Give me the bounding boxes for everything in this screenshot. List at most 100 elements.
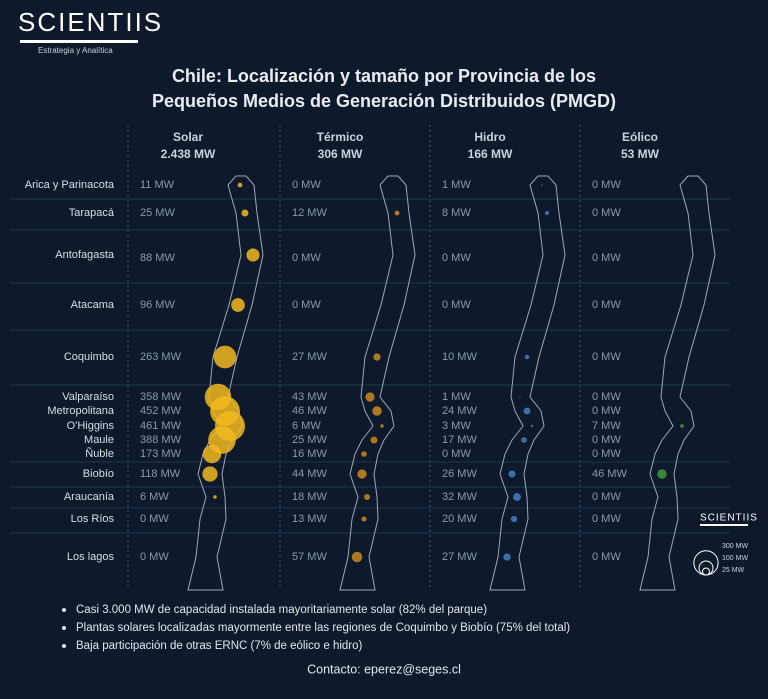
value-label: 27 MW xyxy=(292,351,327,363)
bubble xyxy=(380,424,384,428)
value-label: 6 MW xyxy=(292,420,321,432)
value-label: 0 MW xyxy=(442,252,471,264)
bubble xyxy=(657,469,667,479)
bubble xyxy=(519,396,521,398)
value-label: 0 MW xyxy=(592,391,621,403)
legend-bubble xyxy=(702,567,710,576)
bubble xyxy=(231,298,245,312)
value-label: 46 MW xyxy=(592,468,627,480)
value-label: 10 MW xyxy=(442,351,477,363)
bubble xyxy=(510,515,518,523)
value-label: 26 MW xyxy=(442,468,477,480)
value-label: 44 MW xyxy=(292,468,327,480)
bullet-text: Plantas solares localizadas mayormente e… xyxy=(76,622,570,634)
value-label: 263 MW xyxy=(140,351,182,363)
value-label: 8 MW xyxy=(442,207,471,219)
legend-label: 100 MW xyxy=(722,555,748,562)
region-label: Los lagos xyxy=(67,551,115,563)
bubble xyxy=(508,470,516,478)
bubble xyxy=(541,184,543,186)
value-label: 0 MW xyxy=(592,252,621,264)
map-outline xyxy=(639,175,716,591)
bubble xyxy=(364,494,370,500)
column-total: 306 MW xyxy=(318,147,363,161)
bubble xyxy=(237,182,243,188)
value-label: 7 MW xyxy=(592,420,621,432)
bubble xyxy=(357,469,367,479)
region-label: Araucanía xyxy=(64,491,115,503)
value-label: 3 MW xyxy=(442,420,471,432)
logo-bar xyxy=(700,524,748,526)
region-label: Antofagasta xyxy=(55,249,115,261)
value-label: 0 MW xyxy=(592,207,621,219)
value-label: 25 MW xyxy=(292,434,327,446)
value-label: 6 MW xyxy=(140,491,169,503)
logo-bar xyxy=(20,40,138,43)
value-label: 0 MW xyxy=(442,448,471,460)
value-label: 0 MW xyxy=(292,252,321,264)
bullet-dot xyxy=(62,644,66,648)
column-total: 166 MW xyxy=(468,147,513,161)
value-label: 46 MW xyxy=(292,405,327,417)
logo-tagline: Estrategia y Analítica xyxy=(38,46,113,55)
bubble xyxy=(361,516,367,522)
bubble xyxy=(241,209,249,217)
region-label: Arica y Parinacota xyxy=(25,179,115,191)
value-label: 20 MW xyxy=(442,513,477,525)
bubble xyxy=(213,495,217,499)
value-label: 0 MW xyxy=(592,448,621,460)
bubble xyxy=(523,407,531,415)
region-label: Metropolitana xyxy=(47,405,115,417)
column-total: 2.438 MW xyxy=(161,147,216,161)
bubble xyxy=(351,551,363,563)
region-label: Valparaíso xyxy=(62,391,114,403)
region-label: Los Ríos xyxy=(71,513,115,525)
value-label: 12 MW xyxy=(292,207,327,219)
region-label: Maule xyxy=(84,434,114,446)
value-label: 32 MW xyxy=(442,491,477,503)
bullet-dot xyxy=(62,626,66,630)
value-label: 27 MW xyxy=(442,551,477,563)
value-label: 452 MW xyxy=(140,405,182,417)
value-label: 13 MW xyxy=(292,513,327,525)
bullet-text: Casi 3.000 MW de capacidad instalada may… xyxy=(76,604,487,616)
column-total: 53 MW xyxy=(621,147,660,161)
value-label: 24 MW xyxy=(442,405,477,417)
value-label: 0 MW xyxy=(592,179,621,191)
region-label: O'Higgins xyxy=(67,420,115,432)
value-label: 11 MW xyxy=(140,179,175,191)
value-label: 0 MW xyxy=(292,179,321,191)
bubble xyxy=(530,424,534,428)
region-label: Coquimbo xyxy=(64,351,114,363)
region-label: Atacama xyxy=(71,299,115,311)
bubble xyxy=(503,553,511,561)
value-label: 0 MW xyxy=(140,513,169,525)
value-label: 18 MW xyxy=(292,491,327,503)
map-outline xyxy=(339,175,416,591)
value-label: 0 MW xyxy=(292,299,321,311)
logo: SCIENTIIS xyxy=(18,7,163,37)
bubble xyxy=(545,211,549,215)
bubble xyxy=(202,466,218,482)
value-label: 96 MW xyxy=(140,299,175,311)
region-label: Biobío xyxy=(83,468,114,480)
bubble xyxy=(521,437,527,443)
region-label: Ñuble xyxy=(85,447,114,460)
bubble xyxy=(361,451,367,457)
value-label: 388 MW xyxy=(140,434,182,446)
bubble xyxy=(213,345,237,369)
column-name: Hidro xyxy=(474,130,505,144)
value-label: 358 MW xyxy=(140,391,182,403)
value-label: 16 MW xyxy=(292,448,327,460)
bubble xyxy=(680,424,684,428)
bubble xyxy=(513,493,521,501)
map-outline xyxy=(489,175,566,591)
value-label: 1 MW xyxy=(442,391,471,403)
region-label: Tarapacá xyxy=(69,207,115,219)
legend-bubble xyxy=(693,550,719,576)
column-name: Térmico xyxy=(317,130,364,144)
value-label: 0 MW xyxy=(442,299,471,311)
bubble xyxy=(246,248,260,262)
bubble xyxy=(524,354,530,360)
contact: Contacto: eperez@seges.cl xyxy=(307,662,461,676)
